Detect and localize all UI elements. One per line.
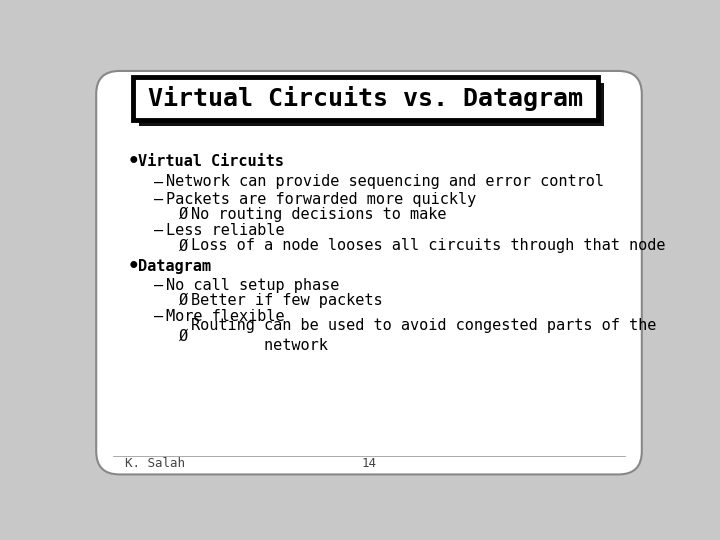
FancyBboxPatch shape (132, 77, 598, 120)
Text: Virtual Circuits vs. Datagram: Virtual Circuits vs. Datagram (148, 86, 582, 111)
Text: No routing decisions to make: No routing decisions to make (191, 207, 446, 222)
Text: Ø: Ø (179, 238, 188, 253)
Text: Loss of a node looses all circuits through that node: Loss of a node looses all circuits throu… (191, 238, 665, 253)
Text: Ø: Ø (179, 328, 188, 343)
Text: Network can provide sequencing and error control: Network can provide sequencing and error… (166, 174, 604, 190)
Text: Less reliable: Less reliable (166, 223, 284, 238)
Text: •: • (127, 152, 139, 171)
Text: –: – (153, 174, 163, 190)
Text: K. Salah: K. Salah (125, 457, 185, 470)
Text: Routing can be used to avoid congested parts of the
        network: Routing can be used to avoid congested p… (191, 319, 656, 353)
Text: 14: 14 (361, 457, 377, 470)
Text: –: – (153, 192, 163, 207)
Text: –: – (153, 309, 163, 324)
Text: Ø: Ø (179, 293, 188, 308)
Text: More flexible: More flexible (166, 309, 284, 324)
Text: Better if few packets: Better if few packets (191, 293, 382, 308)
Text: No call setup phase: No call setup phase (166, 278, 339, 293)
Text: –: – (153, 278, 163, 293)
Text: •: • (127, 257, 139, 276)
Text: Ø: Ø (179, 207, 188, 222)
Text: Datagram: Datagram (138, 259, 211, 274)
Text: Packets are forwarded more quickly: Packets are forwarded more quickly (166, 192, 476, 207)
Text: –: – (153, 223, 163, 238)
FancyBboxPatch shape (96, 71, 642, 475)
Text: Virtual Circuits: Virtual Circuits (138, 153, 284, 168)
FancyBboxPatch shape (139, 83, 604, 126)
